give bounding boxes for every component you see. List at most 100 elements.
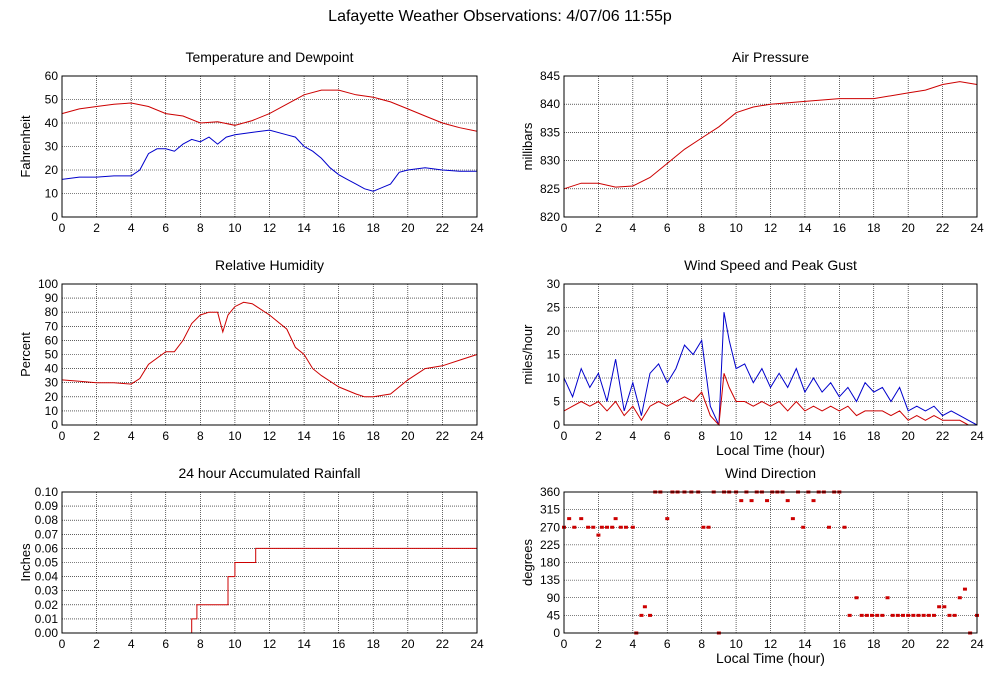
data-point	[665, 517, 670, 521]
x-tick-label: 22	[436, 429, 450, 443]
x-tick-label: 20	[901, 637, 915, 651]
x-tick-label: 2	[595, 429, 602, 443]
data-point	[952, 613, 957, 617]
x-tick-label: 4	[128, 221, 135, 235]
x-tick-label: 16	[833, 429, 847, 443]
y-tick-label: 840	[540, 97, 560, 111]
series-line-red	[563, 81, 978, 190]
y-tick-label: 820	[540, 210, 560, 224]
data-point	[895, 613, 900, 617]
data-point	[790, 517, 795, 521]
y-tick-label: 0	[553, 418, 560, 432]
x-tick-label: 18	[367, 221, 381, 235]
x-tick-label: 14	[297, 429, 311, 443]
x-tick-label: 0	[59, 637, 66, 651]
x-axis-label: Local Time (hour)	[716, 650, 825, 666]
x-tick-label: 12	[263, 637, 277, 651]
data-point	[916, 613, 921, 617]
y-tick-label: 0.00	[35, 626, 59, 640]
y-tick-label: 10	[547, 371, 561, 385]
data-point	[630, 525, 635, 529]
x-tick-label: 16	[332, 637, 346, 651]
x-tick-label: 4	[128, 429, 135, 443]
data-point	[890, 613, 895, 617]
y-tick-label: 845	[540, 69, 560, 83]
data-point	[618, 525, 623, 529]
y-tick-label: 20	[547, 324, 561, 338]
y-tick-label: 0	[51, 210, 58, 224]
data-point	[827, 525, 832, 529]
x-tick-label: 0	[561, 221, 568, 235]
chart-title: 24 hour Accumulated Rainfall	[178, 465, 360, 481]
data-point	[586, 525, 591, 529]
data-point	[880, 613, 885, 617]
x-tick-label: 8	[197, 429, 204, 443]
x-tick-label: 6	[664, 221, 671, 235]
y-axis-label: Fahrenheit	[18, 115, 33, 178]
series-line-blue	[563, 312, 978, 426]
data-point	[847, 613, 852, 617]
series-line-blue	[61, 129, 477, 192]
data-point	[942, 605, 947, 609]
data-point	[811, 499, 816, 503]
x-axis-label: Local Time (hour)	[716, 442, 825, 458]
x-tick-label: 14	[297, 637, 311, 651]
x-tick-label: 0	[59, 429, 66, 443]
data-point	[921, 613, 926, 617]
x-tick-label: 22	[436, 221, 450, 235]
x-tick-label: 4	[629, 637, 636, 651]
y-axis-label: degrees	[520, 539, 535, 586]
humidity-chart: 0 2 4 6 8 10 12 14 16 18 20 22 240102030405060708090…	[18, 257, 484, 443]
data-point	[739, 499, 744, 503]
series-line-red	[61, 301, 478, 398]
x-tick-label: 24	[470, 637, 484, 651]
x-tick-label: 22	[436, 637, 450, 651]
y-tick-label: 70	[45, 319, 59, 333]
data-point	[911, 613, 916, 617]
y-tick-label: 20	[45, 390, 59, 404]
x-tick-label: 2	[595, 221, 602, 235]
y-tick-label: 30	[547, 277, 561, 291]
data-point	[957, 596, 962, 600]
y-tick-label: 830	[540, 154, 560, 168]
y-axis-label: Inches	[18, 543, 33, 582]
series-line-red	[563, 373, 977, 427]
x-tick-label: 16	[833, 221, 847, 235]
x-tick-label: 18	[367, 429, 381, 443]
data-point	[864, 613, 869, 617]
data-point	[623, 525, 628, 529]
data-point	[596, 533, 601, 537]
data-point	[642, 605, 647, 609]
x-tick-label: 12	[263, 429, 277, 443]
data-point	[931, 613, 936, 617]
x-tick-label: 12	[764, 221, 778, 235]
x-tick-label: 18	[367, 637, 381, 651]
y-tick-label: 60	[45, 69, 59, 83]
chart-title: Wind Direction	[725, 465, 816, 481]
data-point	[875, 613, 880, 617]
y-tick-label: 50	[45, 348, 59, 362]
x-tick-label: 10	[729, 637, 743, 651]
x-tick-label: 2	[93, 221, 100, 235]
data-point	[785, 499, 790, 503]
x-tick-label: 16	[332, 429, 346, 443]
data-point	[572, 525, 577, 529]
y-tick-label: 0.07	[35, 527, 59, 541]
y-tick-label: 135	[540, 573, 560, 587]
x-tick-label: 20	[901, 221, 915, 235]
series-line-red	[61, 89, 478, 132]
y-tick-label: 0.09	[35, 499, 59, 513]
x-tick-label: 10	[729, 429, 743, 443]
x-tick-label: 8	[197, 221, 204, 235]
y-tick-label: 0	[553, 626, 560, 640]
y-tick-label: 15	[547, 348, 561, 362]
y-tick-label: 825	[540, 182, 560, 196]
y-tick-label: 360	[540, 485, 560, 499]
direction-chart: 0 2 4 6 8 10 12 14 16 18 20 22 240459013518022527031…	[520, 465, 984, 666]
data-point	[567, 517, 572, 521]
series-line-red	[62, 547, 477, 634]
y-axis-label: Percent	[18, 332, 33, 377]
x-tick-label: 10	[228, 221, 242, 235]
